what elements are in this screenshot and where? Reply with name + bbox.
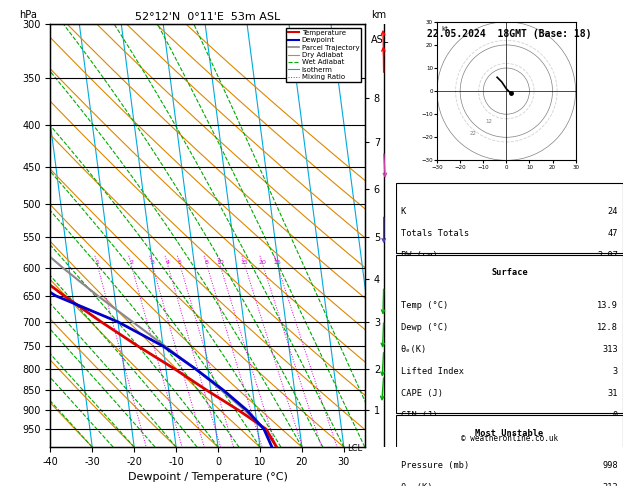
Text: 25: 25 — [273, 260, 281, 265]
Text: 22.05.2024  18GMT (Base: 18): 22.05.2024 18GMT (Base: 18) — [427, 29, 592, 38]
Text: 4: 4 — [165, 260, 170, 265]
Text: 20: 20 — [259, 260, 267, 265]
Title: 52°12'N  0°11'E  53m ASL: 52°12'N 0°11'E 53m ASL — [135, 12, 280, 22]
Text: Temp (°C): Temp (°C) — [401, 301, 448, 310]
Text: 31: 31 — [608, 389, 618, 398]
Text: 3: 3 — [150, 260, 154, 265]
Text: PW (cm): PW (cm) — [401, 251, 438, 260]
Text: 3: 3 — [613, 367, 618, 376]
Text: θₑ (K): θₑ (K) — [401, 484, 432, 486]
Text: CAPE (J): CAPE (J) — [401, 389, 443, 398]
Bar — [396, 183, 623, 253]
Bar — [396, 255, 623, 413]
Text: 47: 47 — [608, 229, 618, 238]
X-axis label: Dewpoint / Temperature (°C): Dewpoint / Temperature (°C) — [128, 472, 287, 483]
Text: Dewp (°C): Dewp (°C) — [401, 323, 448, 332]
Text: 24: 24 — [608, 207, 618, 216]
Text: km: km — [371, 10, 386, 20]
Text: 22: 22 — [469, 131, 476, 136]
Text: LCL: LCL — [348, 444, 363, 453]
Text: kt: kt — [442, 26, 448, 32]
Text: Mixing Ratio (g/kg): Mixing Ratio (g/kg) — [430, 199, 438, 272]
Text: Lifted Index: Lifted Index — [401, 367, 464, 376]
Text: 15: 15 — [241, 260, 248, 265]
Text: 12: 12 — [486, 120, 493, 124]
Text: hPa: hPa — [19, 10, 36, 20]
Text: 0: 0 — [613, 411, 618, 420]
Text: θₑ(K): θₑ(K) — [401, 345, 427, 354]
Text: 313: 313 — [603, 345, 618, 354]
Text: 5: 5 — [178, 260, 182, 265]
Text: Pressure (mb): Pressure (mb) — [401, 462, 469, 470]
Text: CIN (J): CIN (J) — [401, 411, 438, 420]
Text: 313: 313 — [603, 484, 618, 486]
Text: 10: 10 — [216, 260, 224, 265]
Text: Most Unstable: Most Unstable — [476, 429, 543, 437]
Text: 2.07: 2.07 — [597, 251, 618, 260]
Bar — [396, 416, 623, 486]
Text: 12.8: 12.8 — [597, 323, 618, 332]
Text: Surface: Surface — [491, 268, 528, 278]
Text: 1: 1 — [96, 260, 99, 265]
Text: 2: 2 — [130, 260, 133, 265]
Text: © weatheronline.co.uk: © weatheronline.co.uk — [461, 434, 558, 443]
Text: 13.9: 13.9 — [597, 301, 618, 310]
Text: 8: 8 — [205, 260, 209, 265]
Text: Totals Totals: Totals Totals — [401, 229, 469, 238]
Text: 998: 998 — [603, 462, 618, 470]
Text: ASL: ASL — [371, 35, 389, 45]
Text: K: K — [401, 207, 406, 216]
Legend: Temperature, Dewpoint, Parcel Trajectory, Dry Adiabat, Wet Adiabat, Isotherm, Mi: Temperature, Dewpoint, Parcel Trajectory… — [286, 28, 361, 82]
